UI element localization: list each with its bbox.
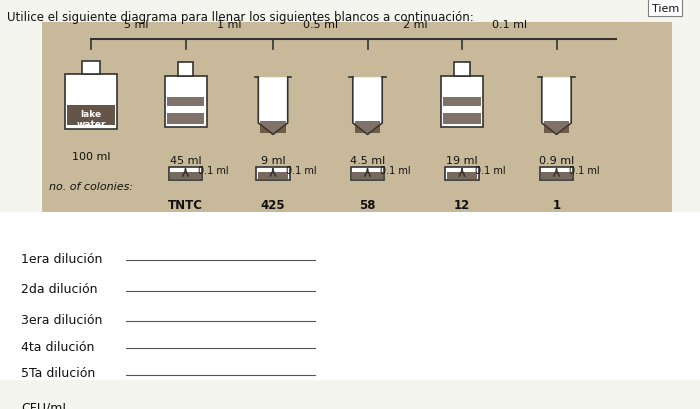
Text: 2 ml: 2 ml: [402, 20, 428, 30]
Text: 2da dilución: 2da dilución: [21, 283, 97, 296]
FancyBboxPatch shape: [167, 114, 204, 124]
Text: 4.5 ml: 4.5 ml: [350, 156, 385, 166]
Polygon shape: [260, 121, 286, 133]
FancyBboxPatch shape: [443, 98, 481, 106]
FancyBboxPatch shape: [169, 168, 202, 181]
Bar: [0, 212, 700, 396]
Text: 0.1 ml: 0.1 ml: [380, 166, 411, 176]
Text: 19 ml: 19 ml: [446, 156, 478, 166]
Text: 9 ml: 9 ml: [260, 156, 286, 166]
FancyBboxPatch shape: [447, 173, 477, 180]
Text: 0.1 ml: 0.1 ml: [286, 166, 316, 176]
Polygon shape: [544, 121, 569, 133]
Text: 12: 12: [454, 199, 470, 212]
Text: 5Ta dilución: 5Ta dilución: [21, 366, 95, 379]
Polygon shape: [353, 78, 382, 135]
Text: 0.1 ml: 0.1 ml: [492, 20, 527, 30]
Text: 0.1 ml: 0.1 ml: [569, 166, 600, 176]
Text: TNTC: TNTC: [168, 199, 203, 212]
FancyBboxPatch shape: [82, 61, 100, 75]
FancyBboxPatch shape: [178, 63, 193, 77]
Text: 0.1 ml: 0.1 ml: [475, 166, 505, 176]
Text: no. of colonies:: no. of colonies:: [49, 182, 133, 191]
Polygon shape: [258, 78, 288, 135]
Polygon shape: [542, 78, 571, 135]
FancyBboxPatch shape: [454, 63, 470, 77]
Text: 4ta dilución: 4ta dilución: [21, 340, 94, 353]
Text: 58: 58: [359, 199, 376, 212]
Text: 5 ml: 5 ml: [125, 20, 148, 30]
FancyBboxPatch shape: [441, 77, 483, 128]
Text: lake
water: lake water: [76, 110, 106, 129]
Text: 0.5 ml: 0.5 ml: [303, 20, 338, 30]
Text: 45 ml: 45 ml: [169, 156, 202, 166]
FancyBboxPatch shape: [42, 23, 672, 236]
FancyBboxPatch shape: [164, 77, 206, 128]
Text: CFU/mL: CFU/mL: [21, 401, 69, 409]
FancyBboxPatch shape: [64, 75, 117, 129]
Text: 1era dilución: 1era dilución: [21, 252, 102, 265]
Text: 1 ml: 1 ml: [218, 20, 242, 30]
Text: 3era dilución: 3era dilución: [21, 313, 102, 326]
FancyBboxPatch shape: [258, 173, 288, 180]
FancyBboxPatch shape: [541, 173, 572, 180]
FancyBboxPatch shape: [445, 168, 479, 181]
FancyBboxPatch shape: [443, 114, 481, 124]
Text: 100 ml: 100 ml: [71, 151, 111, 162]
FancyBboxPatch shape: [66, 106, 115, 126]
FancyBboxPatch shape: [167, 98, 204, 106]
FancyBboxPatch shape: [170, 173, 201, 180]
FancyBboxPatch shape: [256, 168, 290, 181]
Text: Tiem: Tiem: [652, 4, 679, 14]
FancyBboxPatch shape: [540, 168, 573, 181]
Text: Utilice el siguiente diagrama para llenar los siguientes blancos a continuación:: Utilice el siguiente diagrama para llena…: [7, 11, 474, 25]
FancyBboxPatch shape: [352, 173, 383, 180]
Polygon shape: [355, 121, 380, 133]
FancyBboxPatch shape: [351, 168, 384, 181]
Text: 425: 425: [260, 199, 286, 212]
Text: 1: 1: [552, 199, 561, 212]
Text: 0.1 ml: 0.1 ml: [198, 166, 229, 176]
Text: 0.9 ml: 0.9 ml: [539, 156, 574, 166]
